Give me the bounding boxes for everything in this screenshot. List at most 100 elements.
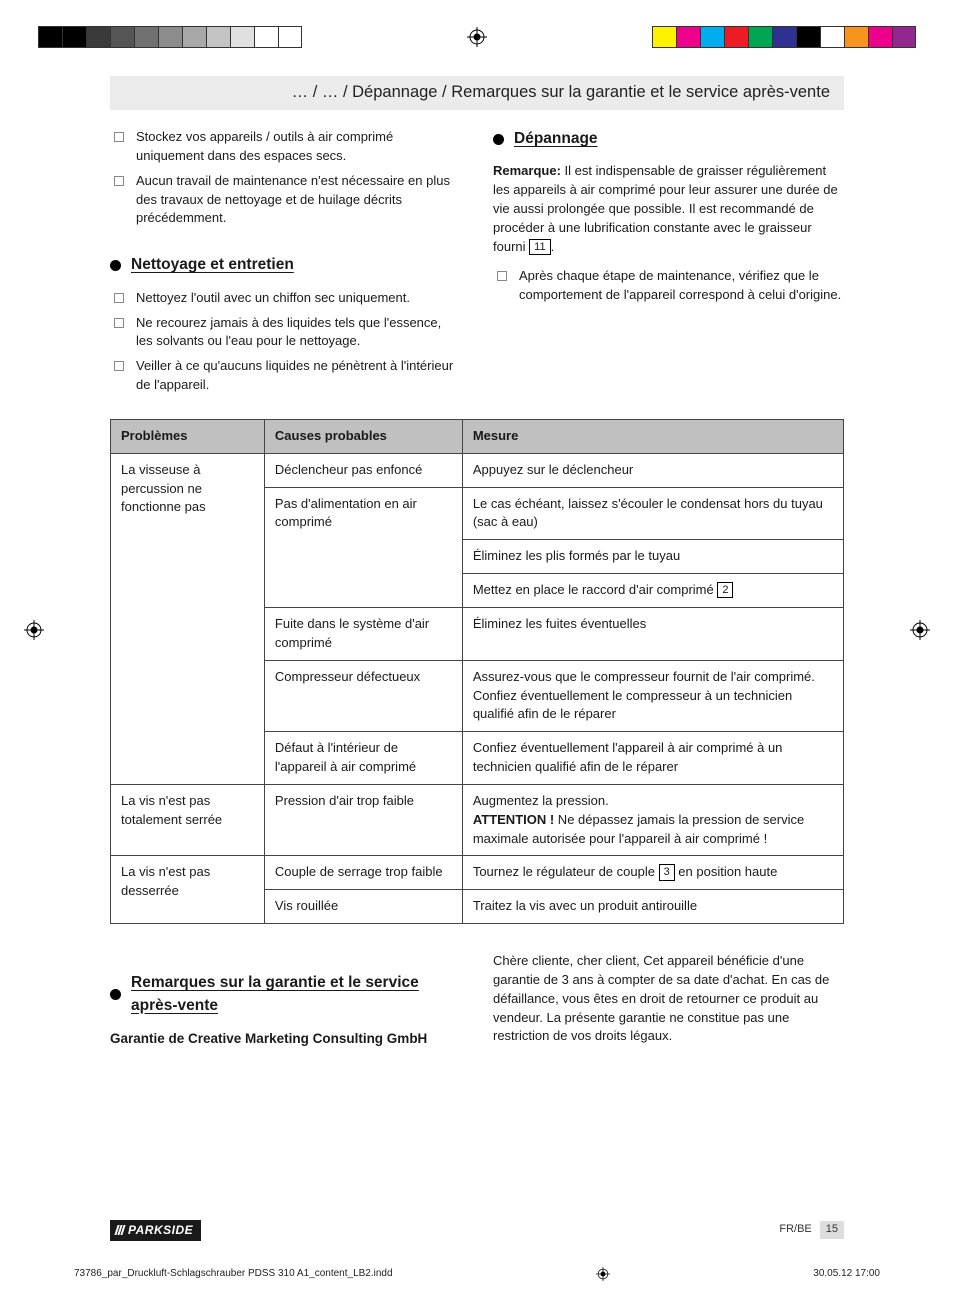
- brand-text: PARKSIDE: [128, 1222, 193, 1239]
- section-warranty: Remarques sur la garantie et le service …: [110, 972, 461, 1017]
- table-row: La visseuse à percussion ne fonctionne p…: [111, 453, 844, 487]
- slug-date: 30.05.12 17:00: [813, 1267, 880, 1282]
- bullet-icon: [110, 260, 121, 271]
- table-header: Problèmes: [111, 419, 265, 453]
- color-swatch: [182, 26, 206, 48]
- color-swatch: [86, 26, 110, 48]
- color-swatch: [254, 26, 278, 48]
- brand-badge: PARKSIDE: [110, 1220, 201, 1241]
- table-cell-measure: Le cas échéant, laissez s'écouler le con…: [462, 487, 843, 540]
- ref-box: 2: [717, 582, 733, 598]
- color-swatch: [134, 26, 158, 48]
- list-item: Ne recourez jamais à des liquides tels q…: [110, 314, 461, 352]
- section-title: Dépannage: [514, 128, 598, 150]
- table-cell-measure: Mettez en place le raccord d'air comprim…: [462, 574, 843, 608]
- color-swatch: [230, 26, 254, 48]
- page-number: FR/BE 15: [779, 1221, 844, 1239]
- registration-mark-right: [910, 620, 930, 645]
- table-cell-measure: Éliminez les plis formés par le tuyau: [462, 540, 843, 574]
- table-header: Causes probables: [264, 419, 462, 453]
- list-item: Après chaque étape de maintenance, vérif…: [493, 267, 844, 305]
- bottom-left: Remarques sur la garantie et le service …: [110, 946, 461, 1059]
- table-cell-cause: Compresseur défectueux: [264, 660, 462, 732]
- section-title: Nettoyage et entretien: [131, 254, 294, 276]
- table-cell-problem: La vis n'est pas totalement serrée: [111, 784, 265, 856]
- color-swatch: [820, 26, 844, 48]
- after-list: Après chaque étape de maintenance, vérif…: [493, 267, 844, 305]
- warning-label: ATTENTION !: [473, 812, 554, 827]
- ref-box: 3: [659, 864, 675, 880]
- table-cell-cause: Pas d'alimentation en air comprimé: [264, 487, 462, 607]
- note-label: Remarque:: [493, 163, 561, 178]
- color-swatch: [724, 26, 748, 48]
- list-item: Aucun travail de maintenance n'est néces…: [110, 172, 461, 229]
- section-title: Remarques sur la garantie et le service …: [131, 972, 461, 1017]
- swatches-right: [652, 26, 916, 48]
- table-cell-problem: La vis n'est pas desserrée: [111, 856, 265, 924]
- color-swatch: [844, 26, 868, 48]
- registration-mark-left: [24, 620, 44, 645]
- slug-line: 73786_par_Druckluft-Schlagschrauber PDSS…: [74, 1267, 880, 1282]
- table-cell-measure: Augmentez la pression. ATTENTION ! Ne dé…: [462, 784, 843, 856]
- bottom-right: Chère cliente, cher client, Cet appareil…: [493, 946, 844, 1059]
- table-cell-cause: Pression d'air trop faible: [264, 784, 462, 856]
- table-cell-cause: Défaut à l'intérieur de l'appareil à air…: [264, 732, 462, 785]
- color-swatch: [676, 26, 700, 48]
- color-swatch: [772, 26, 796, 48]
- bullet-icon: [493, 134, 504, 145]
- color-swatch: [892, 26, 916, 48]
- color-swatch: [652, 26, 676, 48]
- cleaning-list: Nettoyez l'outil avec un chiffon sec uni…: [110, 289, 461, 395]
- troubleshoot-table: ProblèmesCauses probablesMesure La visse…: [110, 419, 844, 924]
- content: Stockez vos appareils / outils à air com…: [110, 128, 844, 1195]
- registration-mark-bottom: [596, 1267, 610, 1281]
- list-item: Veiller à ce qu'aucuns liquides ne pénèt…: [110, 357, 461, 395]
- page-num: 15: [820, 1221, 844, 1239]
- table-cell-measure: Tournez le régulateur de couple 3 en pos…: [462, 856, 843, 890]
- table-cell-problem: La visseuse à percussion ne fonctionne p…: [111, 453, 265, 784]
- swatches-left: [38, 26, 302, 48]
- table-row: La vis n'est pas desserréeCouple de serr…: [111, 856, 844, 890]
- section-troubleshoot: Dépannage: [493, 128, 844, 150]
- table-row: La vis n'est pas totalement serréePressi…: [111, 784, 844, 856]
- table-cell-cause: Couple de serrage trop faible: [264, 856, 462, 890]
- table-header: Mesure: [462, 419, 843, 453]
- color-swatch: [38, 26, 62, 48]
- note-text-2: .: [551, 239, 555, 254]
- table-cell-cause: Déclencheur pas enfoncé: [264, 453, 462, 487]
- color-swatch: [278, 26, 302, 48]
- page-footer: PARKSIDE FR/BE 15: [110, 1220, 844, 1241]
- color-swatch: [158, 26, 182, 48]
- section-cleaning: Nettoyage et entretien: [110, 254, 461, 276]
- bullet-icon: [110, 989, 121, 1000]
- color-swatch: [700, 26, 724, 48]
- table-cell-measure: Traitez la vis avec un produit antirouil…: [462, 890, 843, 924]
- intro-list: Stockez vos appareils / outils à air com…: [110, 128, 461, 228]
- list-item: Stockez vos appareils / outils à air com…: [110, 128, 461, 166]
- list-item: Nettoyez l'outil avec un chiffon sec uni…: [110, 289, 461, 308]
- color-swatch: [110, 26, 134, 48]
- ref-box: 11: [529, 239, 550, 255]
- printer-colorbar: [0, 26, 954, 48]
- table-cell-measure: Assurez-vous que le compresseur fournit …: [462, 660, 843, 732]
- color-swatch: [206, 26, 230, 48]
- breadcrumb: … / … / Dépannage / Remarques sur la gar…: [110, 76, 844, 110]
- page: … / … / Dépannage / Remarques sur la gar…: [0, 0, 954, 1305]
- color-swatch: [796, 26, 820, 48]
- lang-code: FR/BE: [779, 1222, 811, 1238]
- warranty-paragraph: Chère cliente, cher client, Cet appareil…: [493, 952, 844, 1046]
- brand-stripes-icon: [116, 1225, 124, 1235]
- slug-file: 73786_par_Druckluft-Schlagschrauber PDSS…: [74, 1267, 393, 1282]
- table-cell-measure: Éliminez les fuites éventuelles: [462, 607, 843, 660]
- warranty-subtitle: Garantie de Creative Marketing Consultin…: [110, 1029, 461, 1049]
- column-left: Stockez vos appareils / outils à air com…: [110, 128, 461, 401]
- column-right: Dépannage Remarque: Il est indispensable…: [493, 128, 844, 401]
- color-swatch: [62, 26, 86, 48]
- color-swatch: [748, 26, 772, 48]
- table-cell-measure: Appuyez sur le déclencheur: [462, 453, 843, 487]
- table-cell-measure: Confiez éventuellement l'appareil à air …: [462, 732, 843, 785]
- color-swatch: [868, 26, 892, 48]
- registration-mark-top: [467, 27, 487, 47]
- note-paragraph: Remarque: Il est indispensable de graiss…: [493, 162, 844, 256]
- table-cell-cause: Fuite dans le système d'air comprimé: [264, 607, 462, 660]
